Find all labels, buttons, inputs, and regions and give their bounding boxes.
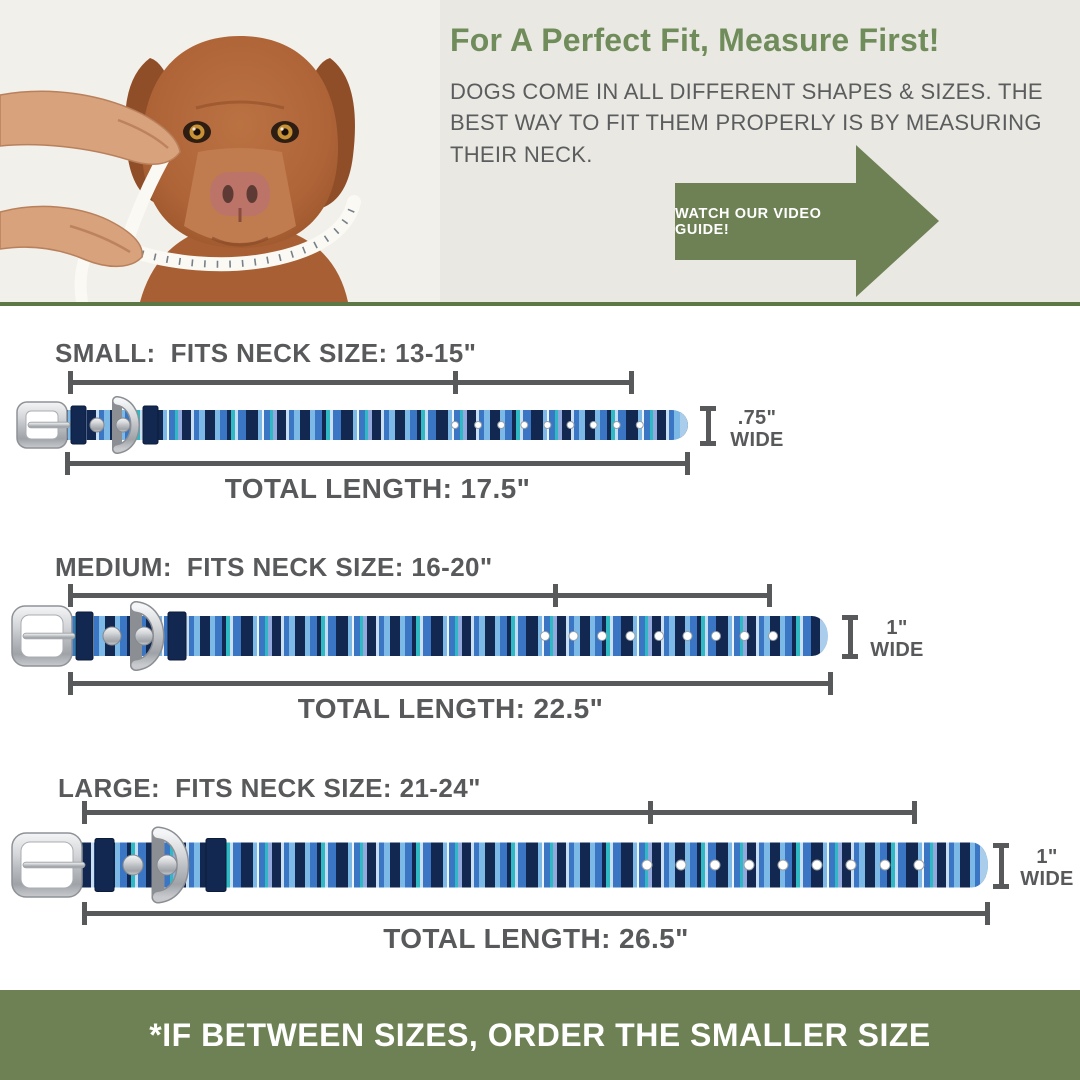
width-label: 1" WIDE bbox=[1020, 846, 1074, 890]
neck-size-measure-line bbox=[68, 584, 772, 607]
collar-graphic-small bbox=[15, 386, 690, 469]
total-length-label: TOTAL LENGTH: 17.5" bbox=[224, 473, 531, 504]
size-heading: LARGE: FITS NECK SIZE: 21-24" bbox=[58, 773, 481, 804]
total-length-label: TOTAL LENGTH: 26.5" bbox=[383, 923, 689, 954]
neck-size-text: FITS NECK SIZE: 13-15" bbox=[170, 338, 477, 368]
dog-measurement-photo bbox=[0, 0, 440, 302]
size-section-medium: MEDIUM: FITS NECK SIZE: 16-20" 1" WIDE TOT… bbox=[0, 540, 1080, 765]
neck-size-measure-line bbox=[68, 371, 634, 394]
total-length-label: TOTAL LENGTH: 22.5" bbox=[297, 693, 604, 724]
arrow-right-icon bbox=[856, 145, 939, 297]
size-name: SMALL: bbox=[55, 338, 156, 368]
width-indicator bbox=[700, 406, 716, 446]
footer-banner: *IF BETWEEN SIZES, ORDER THE SMALLER SIZ… bbox=[0, 990, 1080, 1080]
hero-body-text: DOGS COME IN ALL DIFFERENT SHAPES & SIZE… bbox=[450, 79, 1043, 167]
video-guide-arrow[interactable]: WATCH OUR VIDEO GUIDE! bbox=[675, 145, 939, 298]
neck-size-measure-line bbox=[82, 801, 917, 824]
neck-size-text: FITS NECK SIZE: 21-24" bbox=[175, 773, 481, 803]
total-length-measure-line bbox=[82, 902, 990, 925]
neck-size-text: FITS NECK SIZE: 16-20" bbox=[186, 552, 493, 582]
total-length-measure-line bbox=[68, 672, 833, 695]
size-section-large: LARGE: FITS NECK SIZE: 21-24" 1" WIDE TOTA… bbox=[0, 765, 1080, 990]
width-indicator bbox=[993, 843, 1009, 889]
dog-eye-right bbox=[271, 121, 299, 143]
collar-graphic-medium bbox=[10, 590, 830, 687]
size-section-small: SMALL: FITS NECK SIZE: 13-15" .75" WIDE TO… bbox=[0, 330, 1080, 540]
hands bbox=[0, 90, 181, 268]
width-label: 1" WIDE bbox=[870, 617, 924, 661]
video-guide-label-box[interactable]: WATCH OUR VIDEO GUIDE! bbox=[675, 183, 856, 260]
size-name: LARGE: bbox=[58, 773, 161, 803]
dog-nose bbox=[210, 172, 270, 222]
dog-eye-left bbox=[183, 121, 211, 143]
width-label: .75" WIDE bbox=[730, 407, 784, 451]
width-indicator bbox=[842, 615, 858, 659]
hero-section: For A Perfect Fit, Measure First! DOGS C… bbox=[0, 0, 1080, 306]
collar-graphic-large bbox=[10, 814, 990, 921]
total-length-measure-line bbox=[65, 452, 690, 475]
hero-title: For A Perfect Fit, Measure First! bbox=[450, 22, 940, 58]
size-name: MEDIUM: bbox=[55, 552, 172, 582]
size-heading: MEDIUM: FITS NECK SIZE: 16-20" bbox=[55, 552, 493, 583]
between-sizes-note: *IF BETWEEN SIZES, ORDER THE SMALLER SIZ… bbox=[149, 1016, 931, 1053]
video-guide-label: WATCH OUR VIDEO GUIDE! bbox=[675, 205, 822, 238]
size-heading: SMALL: FITS NECK SIZE: 13-15" bbox=[55, 338, 476, 369]
